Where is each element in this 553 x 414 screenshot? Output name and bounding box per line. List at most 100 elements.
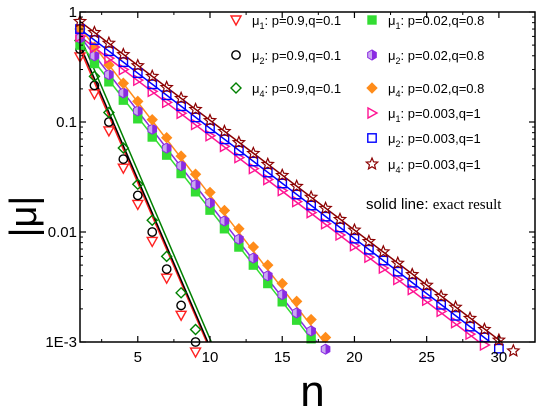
data-point [364, 251, 376, 264]
data-point [88, 70, 101, 83]
data-point [419, 277, 434, 292]
data-point [161, 142, 172, 154]
data-point [147, 79, 158, 90]
y-tick-label: 0.01 [48, 224, 77, 241]
y-tick-label: 1 [69, 4, 77, 21]
data-point [318, 200, 333, 215]
data-point [376, 244, 391, 258]
data-point [277, 178, 288, 189]
x-tick-label: 15 [274, 349, 291, 366]
data-point [219, 134, 230, 145]
data-point [262, 167, 273, 178]
data-point [202, 113, 218, 127]
legend-entry: μ2: p=0.003,q=1 [367, 131, 481, 149]
data-point [393, 273, 405, 286]
data-point [335, 228, 347, 242]
legend-label: μ4: p=0.02,q=0.8 [388, 81, 484, 99]
data-point [493, 343, 504, 354]
data-point [364, 156, 380, 171]
data-point [433, 288, 449, 303]
data-point [246, 145, 261, 160]
x-tick-label: 25 [418, 349, 435, 366]
data-point [189, 323, 202, 336]
data-point [291, 189, 302, 200]
data-point [506, 343, 521, 358]
legend-entry: μ4: p=0.003,q=1 [364, 156, 481, 175]
data-point [219, 215, 230, 227]
data-point [176, 300, 187, 311]
data-point [405, 267, 420, 281]
x-tick-label: 20 [346, 349, 363, 366]
fit-line [80, 36, 213, 342]
data-point [465, 327, 477, 341]
data-point [231, 135, 247, 149]
legend-label: μ2: p=0.9,q=0.1 [252, 48, 341, 66]
data-point [291, 307, 302, 319]
legend-label: μ1: p=0.003,q=1 [388, 106, 481, 124]
x-tick-label: 30 [491, 349, 508, 366]
data-point [117, 142, 130, 155]
legend-entry: μ1: p=0.02,q=0.8 [367, 13, 484, 31]
fit-line [80, 44, 209, 342]
data-point [275, 167, 290, 182]
data-point [477, 321, 492, 336]
data-point [407, 277, 418, 288]
data-point [436, 299, 447, 310]
data-point [217, 123, 232, 138]
data-point [104, 68, 114, 81]
data-point [305, 313, 317, 326]
data-point [176, 160, 186, 172]
data-point [161, 90, 172, 101]
fit-line [80, 35, 481, 342]
legend: μ1: p=0.9,q=0.1 μ2: p=0.9,q=0.1 μ4: p=0.9,… [229, 13, 502, 213]
fit-lines [80, 20, 503, 342]
data-point [367, 49, 377, 61]
data-point [448, 299, 463, 314]
data-point [205, 123, 215, 134]
data-point [147, 123, 158, 135]
y-axis-title: |μ| [3, 196, 45, 238]
data-point [102, 106, 115, 119]
data-point [102, 126, 116, 138]
data-point [303, 189, 319, 204]
data-point [233, 223, 245, 235]
plot-frame [79, 11, 536, 343]
data-point [118, 87, 129, 99]
axes: 5 10 15 20 25 30 1 0.1 0.01 1E-3 [45, 4, 536, 366]
data-point [188, 101, 203, 116]
data-point [116, 47, 131, 61]
legend-entry: μ1: p=0.003,q=1 [367, 106, 481, 124]
data-point [161, 264, 172, 274]
data-point [260, 156, 275, 171]
data-point [205, 197, 215, 209]
data-point [378, 261, 390, 275]
data-point [160, 273, 173, 285]
data-point [392, 266, 403, 277]
data-point [218, 204, 231, 217]
data-point [367, 133, 377, 143]
data-point [421, 288, 432, 299]
data-point [132, 95, 144, 108]
data-point [247, 241, 260, 253]
x-tick-label: 5 [134, 349, 142, 366]
data-point [332, 211, 348, 226]
data-point [462, 310, 478, 325]
data-point [465, 321, 475, 332]
data-point [189, 168, 202, 180]
data-point [132, 105, 143, 117]
data-point [145, 68, 160, 83]
data-point [262, 270, 273, 282]
data-point [290, 295, 303, 308]
legend-label: μ4: p=0.003,q=1 [388, 157, 481, 175]
data-point [347, 222, 362, 237]
legend-entry: μ1: p=0.9,q=0.1 [229, 13, 341, 31]
data-point [131, 178, 144, 191]
data-point [176, 101, 187, 112]
data-point [366, 82, 378, 94]
data-point [231, 50, 241, 60]
data-point [319, 331, 332, 344]
data-point [306, 325, 316, 337]
legend-entry: μ4: p=0.02,q=0.8 [366, 81, 484, 99]
legend-label: μ2: p=0.003,q=1 [388, 131, 481, 149]
data-point [173, 90, 189, 105]
